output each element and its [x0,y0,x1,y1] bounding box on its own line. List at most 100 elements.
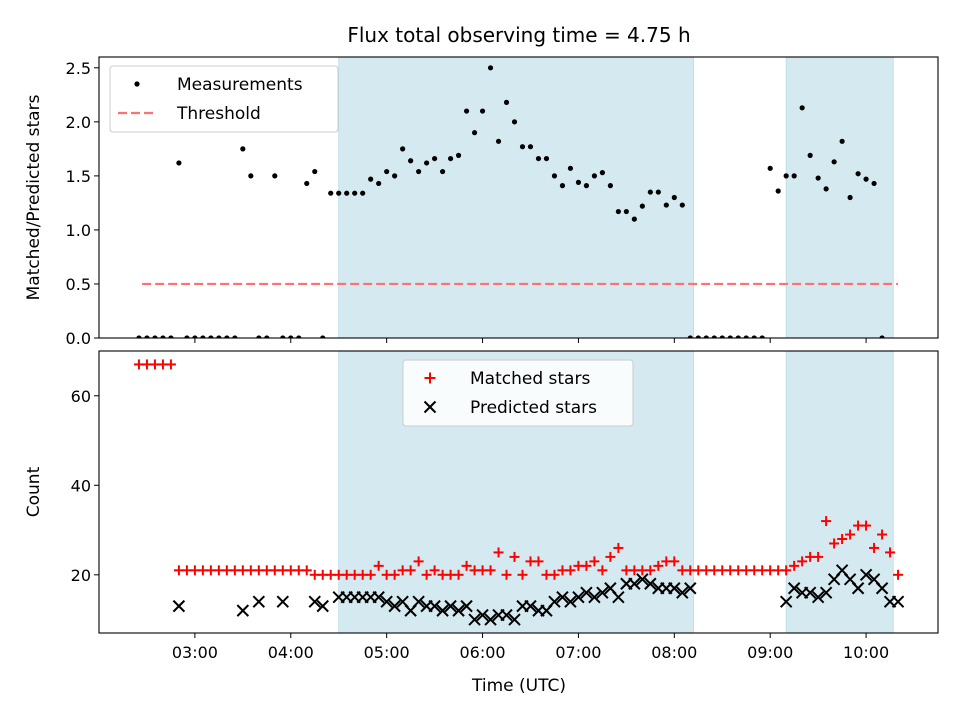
x-stroke-b [843,573,857,586]
x-stroke-b [428,599,441,613]
chart-title: Flux total observing time = 4.75 h [347,23,690,47]
measurements-point [535,155,542,162]
x-tick-label: 10:00 [843,643,889,662]
measurements-point [543,155,550,162]
predicted-stars-point [388,599,401,613]
matched-stars-point [837,534,848,544]
measurements-point [296,335,302,338]
measurements-point [751,335,757,338]
matched-stars-point [821,516,832,527]
measurements-point [336,190,342,196]
measurements-point [559,183,566,189]
measurements-point [160,335,166,338]
matched-stars-point [813,551,824,562]
measurements-point [887,0,892,3]
measurements-point [815,175,821,181]
x-stroke-b [460,599,473,613]
x-stroke-b [867,573,881,586]
predicted-stars-point [436,604,449,617]
measurements-point [495,138,502,144]
measurements-point [527,144,534,150]
x-stroke-b [779,595,793,608]
measurements-point [639,203,645,209]
x-tick-label: 05:00 [364,643,410,662]
measurements-point [519,144,526,150]
predicted-stars-point [588,590,601,604]
x-stroke-b [468,613,481,626]
measurements-point [416,168,422,175]
matched-stars-point [453,569,464,580]
legend: Matched stars Predicted stars [402,359,634,427]
matched-stars-point [405,565,416,576]
legend-entry-label: Threshold [176,104,261,124]
predicted-stars-point [684,582,697,595]
predicted-stars-point [508,613,521,626]
measurements-point [831,159,837,165]
measurements-point [711,335,717,338]
matched-stars-point [165,359,176,370]
y-tick-label: 1.5 [66,167,91,186]
legend-marker [424,372,436,384]
measurements-point [240,146,246,152]
x-tick-label: 03:00 [172,643,218,662]
predicted-stars-point [380,595,393,608]
x-stroke-b [556,590,569,604]
x-stroke-b [811,590,825,604]
matched-stars-point [669,556,680,567]
predicted-stars-point [676,586,689,599]
predicted-stars-point [308,595,321,608]
measurements-point [503,99,510,105]
matched-stars-point [885,547,896,558]
measurements-point [232,335,238,338]
x-stroke-b [508,613,521,626]
plot-area [133,359,905,626]
x-stroke-b [891,595,905,608]
measurements-point [368,176,374,182]
x-tick-label: 08:00 [651,643,697,662]
measurements-point [759,335,765,338]
measurements-point [743,335,749,338]
measurements-point [408,158,414,164]
top-panel: 0.0 0.5 1.0 1.5 2.0 2.5 Matched/Predicted star… [24,0,939,348]
measurements-point [703,335,709,338]
measurements-point [631,216,637,222]
x-stroke-b [172,599,186,613]
predicted-stars-point [891,595,905,608]
x-stroke-b [524,599,537,613]
shaded-interval [338,56,694,339]
measurements-point [216,335,222,338]
predicted-stars-point [236,604,250,617]
matched-stars-point [605,551,616,562]
matched-stars-point [549,569,560,580]
x-stroke-b [612,590,625,604]
predicted-stars-point [580,586,593,599]
x-stroke-b [476,608,489,622]
axes-frame [98,350,939,634]
x-tick-label: 09:00 [747,643,793,662]
measurements-point [432,155,438,162]
measurements-point [511,119,518,125]
x-stroke-b [316,599,329,613]
predicted-stars-point [412,595,425,608]
predicted-stars-point [644,577,657,590]
x-stroke-b [412,595,425,608]
legend-entry-label: Predicted stars [470,398,597,418]
measurements-point [248,173,254,179]
matched-stars-point [461,560,472,571]
measurements-point [264,335,270,338]
x-tick-label: 04:00 [268,643,314,662]
shaded-interval [785,56,894,339]
measurements-point [663,202,669,208]
x-stroke-b [684,582,697,595]
measurements-point [455,152,462,158]
matched-stars-point [893,569,904,580]
measurements-point [144,335,150,338]
measurements-point [839,138,845,144]
legend-marker [134,81,140,87]
predicted-stars-point [859,568,873,582]
legend-entry-label: Measurements [177,75,303,95]
y-tick-label: 60 [71,387,91,406]
x-axis-label: Time (UTC) [471,676,566,696]
measurements-point [847,194,853,201]
measurements-point [567,165,574,171]
